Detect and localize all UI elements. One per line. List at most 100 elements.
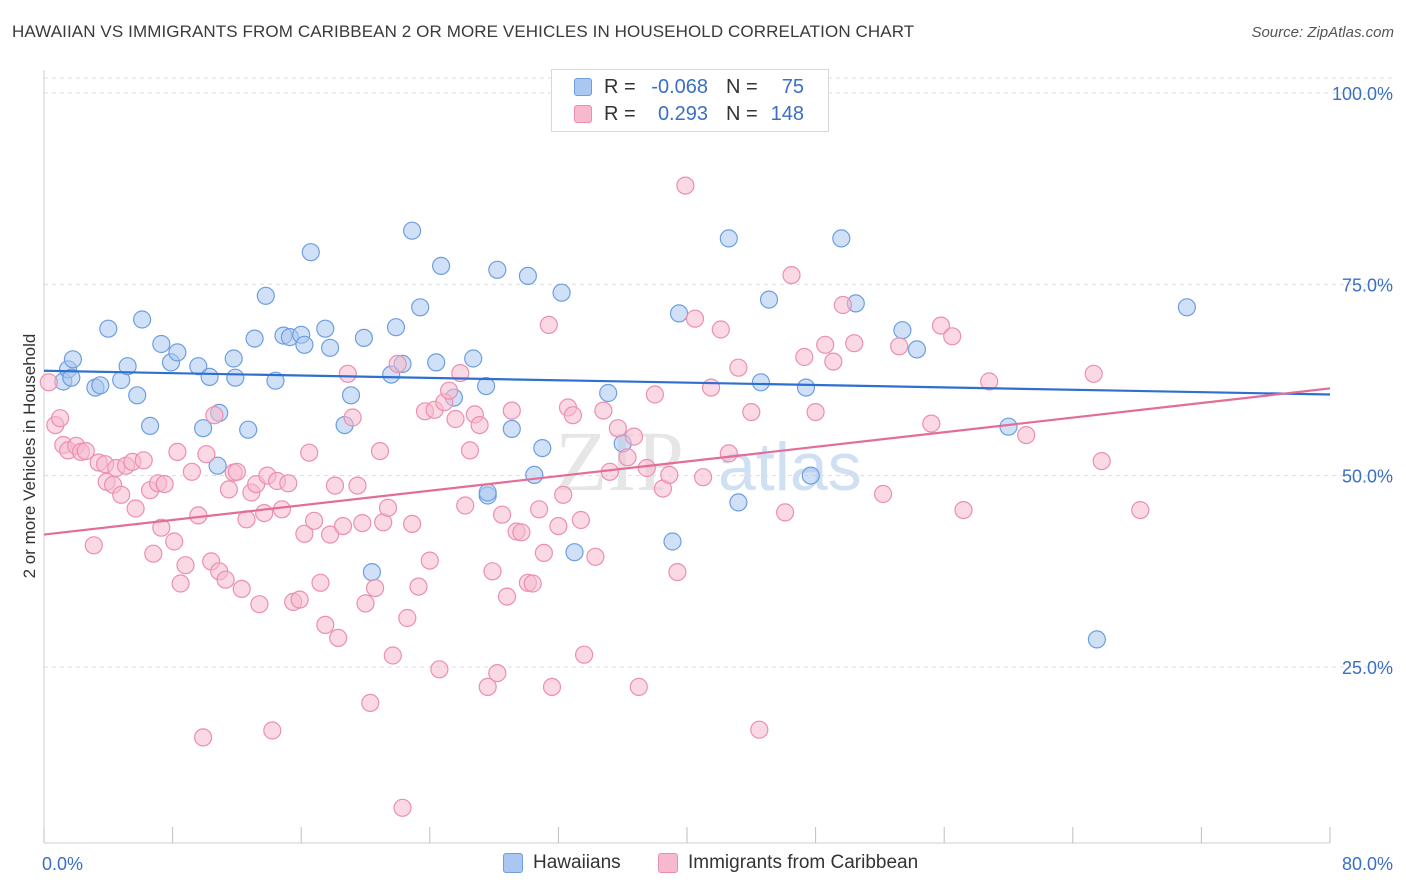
caribbean-point (227, 462, 246, 481)
caribbean-point (845, 334, 864, 353)
caribbean-point (456, 496, 475, 515)
caribbean-point (685, 309, 705, 328)
hawaiian-point (321, 338, 340, 357)
caribbean-point (574, 645, 594, 664)
legend-n-label: N = (726, 75, 758, 98)
legend-r-label: R = (604, 102, 636, 125)
caribbean-point (171, 574, 190, 593)
hawaiian-point (411, 298, 430, 317)
caribbean-point (493, 505, 512, 524)
grid-layer (44, 77, 1394, 668)
hawaiian-point (200, 367, 219, 386)
hawaiian-point (341, 386, 361, 405)
caribbean-point (750, 720, 769, 739)
caribbean-point (645, 385, 665, 404)
caribbean-point (194, 728, 213, 747)
hawaiian-point (518, 266, 538, 285)
hawaiian-point (245, 329, 264, 348)
caribbean-point (660, 465, 679, 484)
hawaiian-point (502, 419, 521, 438)
caribbean-point (165, 532, 184, 551)
hawaiian-point (832, 229, 851, 248)
hawaiian-point (301, 243, 320, 262)
hawaiian-point (478, 483, 497, 502)
hawaiian-point (488, 260, 507, 279)
caribbean-point (943, 327, 962, 346)
caribbean-point (134, 451, 153, 470)
legend-n-value: 148 (770, 102, 804, 125)
caribbean-point (460, 441, 480, 460)
hawaiian-point (152, 334, 171, 354)
y-tick-label: 100.0% (1332, 84, 1393, 104)
caribbean-point (182, 462, 201, 481)
caribbean-point (383, 646, 402, 665)
hawaiian-point (208, 456, 227, 475)
caribbean-point (446, 409, 465, 429)
caribbean-point (483, 562, 502, 581)
watermark-atlas: atlas (718, 429, 862, 505)
legend-row-hawaiians: R = -0.068 N = 75 (574, 76, 804, 98)
caribbean-point (126, 499, 145, 518)
caribbean-point (409, 577, 428, 596)
caribbean-point (824, 352, 843, 371)
hawaiian-point (63, 350, 83, 369)
caribbean-point (356, 594, 375, 613)
legend-r-value: 0.293 (657, 102, 708, 125)
hawaiian-trend-line (43, 369, 1331, 396)
caribbean-point (534, 543, 554, 563)
hawaiian-point (224, 349, 243, 368)
y-tick-label: 50.0% (1342, 467, 1393, 487)
legend-r-value: -0.068 (651, 75, 708, 98)
hawaiian-point (464, 349, 483, 368)
hawaiian-point (99, 319, 118, 338)
hawaiian-point (669, 304, 689, 323)
caribbean-point (378, 498, 398, 517)
caribbean-point (255, 503, 274, 523)
legend-n-value: 75 (781, 75, 804, 98)
caribbean-point (76, 442, 95, 461)
hawaiian-point (599, 383, 618, 403)
hawaiian-point (118, 357, 137, 376)
caribbean-point (1131, 501, 1150, 520)
hawaiian-point (759, 290, 779, 309)
hawaiian-point (62, 368, 81, 387)
caribbean-point (512, 523, 531, 542)
caribbean-point (403, 514, 422, 534)
hawaiian-point (533, 439, 552, 458)
caribbean-point (398, 608, 417, 628)
caribbean-point (333, 516, 353, 536)
caribbean-point (250, 595, 269, 614)
trend-layer (43, 369, 1331, 536)
legend-swatch-pink (574, 105, 592, 123)
hawaiian-point (1087, 630, 1107, 649)
caribbean-point (1092, 452, 1111, 471)
caribbean-point (554, 485, 573, 504)
caribbean-point (279, 474, 298, 493)
caribbean-point (502, 401, 521, 420)
hawaiian-point (565, 543, 584, 562)
caribbean-point (144, 544, 163, 563)
caribbean-point (571, 510, 591, 530)
hawaiian-point (796, 378, 816, 397)
caribbean-point (497, 587, 517, 606)
caribbean-point (668, 562, 687, 582)
caribbean-point (586, 547, 605, 566)
caribbean-point (300, 443, 319, 462)
caribbean-point (361, 693, 380, 713)
caribbean-point (430, 660, 449, 679)
hawaiian-point (751, 373, 771, 392)
caribbean-point (325, 476, 345, 495)
caribbean-point (420, 551, 439, 570)
caribbean-point (873, 484, 893, 504)
caribbean-point (775, 503, 795, 522)
hawaiian-point (295, 335, 314, 354)
caribbean-point (816, 335, 835, 354)
caribbean-point (529, 500, 549, 519)
caribbean-point (549, 516, 568, 536)
caribbean-point (366, 578, 385, 598)
hawaiian-point (427, 353, 446, 372)
series-label-caribbean: Immigrants from Caribbean (688, 852, 919, 873)
caribbean-point (637, 458, 656, 478)
caribbean-point (742, 403, 761, 422)
